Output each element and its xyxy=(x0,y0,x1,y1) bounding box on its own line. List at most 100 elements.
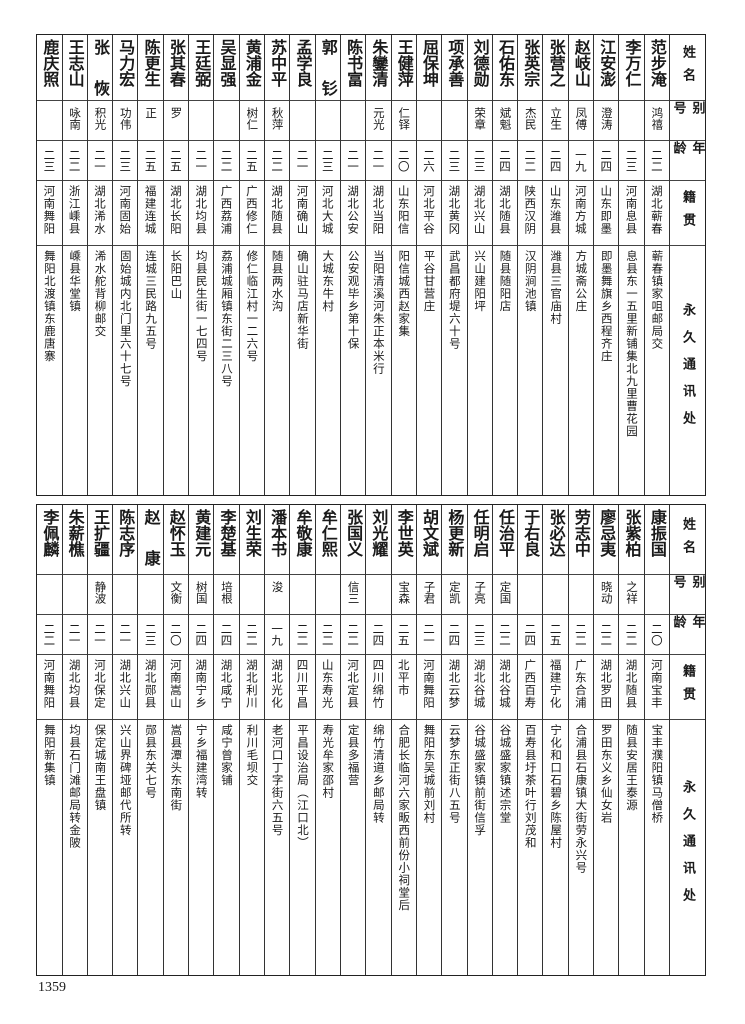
alias-cell xyxy=(37,101,62,141)
person-column: 任明启 子亮 二三 湖北谷城 谷城盛家镇前街信孚 xyxy=(467,505,493,975)
alias-cell: 定凯 xyxy=(442,575,467,615)
alias-cell xyxy=(644,575,669,615)
person-origin: 湖南宁乡 xyxy=(194,659,209,709)
alias-cell: 杰民 xyxy=(518,101,543,141)
address-cell: 当阳清溪河朱正本米行 xyxy=(366,246,390,495)
person-age: 二三 xyxy=(42,149,57,172)
name-cell: 李万仁 xyxy=(619,35,644,101)
header-label-origin: 籍贯 xyxy=(680,190,695,236)
person-origin: 河南舞阳 xyxy=(422,659,437,709)
person-origin: 山东即墨 xyxy=(599,185,614,235)
person-age: 二二 xyxy=(219,149,234,172)
person-address: 咸宁曾家铺 xyxy=(220,724,235,787)
person-column: 李万仁 二三 河南息县 息县东一五里新铺集北九里曹花园 xyxy=(619,35,645,495)
person-name: 胡文斌 xyxy=(420,509,440,557)
person-name: 王健萍 xyxy=(394,39,414,87)
alias-cell: 罗 xyxy=(163,101,189,141)
alias-cell: 澄涛 xyxy=(594,101,619,141)
name-cell: 张必达 xyxy=(543,505,568,575)
alias-cell xyxy=(518,575,543,615)
person-address: 郧县东关七号 xyxy=(144,724,159,799)
name-cell: 王志山 xyxy=(62,35,87,101)
person-origin: 浙江嵊县 xyxy=(67,185,82,235)
address-cell: 嵊县华堂镇 xyxy=(63,246,87,495)
header-label-alias: 别号 xyxy=(670,575,705,598)
address-cell: 平昌设治局（江口北） xyxy=(290,720,314,975)
person-column: 石佑东 斌魁 二四 湖北随县 随县随阳店 xyxy=(492,35,519,495)
origin-cell: 湖北随县 xyxy=(265,181,290,246)
address-cell: 武昌都府堤六十号 xyxy=(442,246,466,495)
age-cell: 二二 xyxy=(340,615,366,655)
origin-cell: 河南舞阳 xyxy=(416,655,442,720)
person-address: 合浦县石康镇大街劳永兴号 xyxy=(574,724,589,874)
name-cell: 李世英 xyxy=(391,505,416,575)
age-cell: 二二 xyxy=(644,141,669,181)
person-origin: 河北定县 xyxy=(346,659,361,709)
person-name: 刘德勋 xyxy=(470,39,490,87)
name-cell: 苏中平 xyxy=(265,35,290,101)
address-cell: 云梦东正街八五号 xyxy=(442,720,466,975)
person-column: 赵岐山 凤傅 一九 河南方城 方城斋公庄 xyxy=(568,35,595,495)
origin-cell: 山东即墨 xyxy=(594,181,619,246)
person-name: 任治平 xyxy=(495,509,515,557)
person-name: 劳志中 xyxy=(571,509,591,557)
person-address: 随县两水沟 xyxy=(270,250,285,313)
alias-cell xyxy=(37,575,62,615)
person-column: 陈更生正二五 福建连城 连城三民路九五号 xyxy=(138,35,164,495)
address-cell: 兴山建阳坪 xyxy=(468,246,492,495)
person-address: 嵊县华堂镇 xyxy=(68,250,83,313)
age-cell: 二五 xyxy=(138,141,163,181)
roster-table-top: 姓名 别号 年龄 籍贯 永久通讯处 范步淹 鸿禧 二二 湖北蕲春 蕲春镇家咀邮局交 李万仁 二三 河南息… xyxy=(36,34,706,496)
alias-cell: 晓动 xyxy=(594,575,619,615)
alias-cell: 静波 xyxy=(87,575,113,615)
person-name: 任明启 xyxy=(470,509,490,557)
alias-cell xyxy=(189,101,214,141)
origin-cell: 广东合浦 xyxy=(568,655,594,720)
person-name: 张必达 xyxy=(546,509,566,557)
age-cell: 二一 xyxy=(113,615,138,655)
name-cell: 郭钐 xyxy=(315,35,340,101)
person-age: 二五 xyxy=(168,149,183,172)
age-cell: 二五 xyxy=(239,141,264,181)
header-column: 姓名 别号 年龄 籍贯 永久通讯处 xyxy=(670,35,705,495)
alias-cell xyxy=(543,575,568,615)
person-column: 项承善 二三 湖北黄冈 武昌都府堤六十号 xyxy=(442,35,468,495)
person-alias: 树仁 xyxy=(245,107,260,130)
person-origin: 广西修仁 xyxy=(244,185,259,235)
address-cell: 利川毛坝交 xyxy=(240,720,264,975)
address-cell: 寿光牟家邵村 xyxy=(316,720,340,975)
header-cell-alias: 别号 xyxy=(670,575,705,615)
origin-cell: 湖北长阳 xyxy=(163,181,189,246)
person-alias: 立生 xyxy=(549,107,564,130)
person-age: 二二 xyxy=(649,149,664,172)
person-origin: 湖北随县 xyxy=(270,185,285,235)
address-cell: 宝丰濮阳镇马僧桥 xyxy=(645,720,669,975)
age-cell: 二四 xyxy=(366,615,391,655)
origin-cell: 浙江嵊县 xyxy=(62,181,87,246)
person-age: 二二 xyxy=(624,623,639,646)
origin-cell: 湖北谷城 xyxy=(492,655,518,720)
person-address: 舞阳新集镇 xyxy=(42,724,57,787)
person-column: 杨更新 定凯 二四 湖北云梦 云梦东正街八五号 xyxy=(442,505,468,975)
name-cell: 陈书富 xyxy=(340,35,366,101)
person-origin: 广西百寿 xyxy=(523,659,538,709)
person-address: 阳信城西赵家集 xyxy=(397,250,412,338)
person-name: 石佑东 xyxy=(495,39,515,87)
person-origin: 福建宁化 xyxy=(548,659,563,709)
name-cell: 马力宏 xyxy=(113,35,138,101)
alias-cell xyxy=(62,575,87,615)
person-column: 王志山 咏南 二二 浙江嵊县 嵊县华堂镇 xyxy=(62,35,88,495)
person-age: 二〇 xyxy=(396,149,411,172)
age-cell: 二五 xyxy=(391,615,416,655)
person-name: 郭钐 xyxy=(318,39,338,96)
age-cell: 二一 xyxy=(62,615,87,655)
person-address: 利川毛坝交 xyxy=(245,724,260,787)
age-cell: 二一 xyxy=(189,141,214,181)
person-origin: 湖北均县 xyxy=(194,185,209,235)
person-address: 息县东一五里新铺集北九里曹花园 xyxy=(625,250,640,438)
person-column: 陈书富 二一 湖北公安 公安观毕乡第十保 xyxy=(340,35,367,495)
age-cell: 二〇 xyxy=(644,615,669,655)
person-age: 二一 xyxy=(118,623,133,646)
name-cell: 任治平 xyxy=(492,505,518,575)
age-cell: 二三 xyxy=(442,141,467,181)
